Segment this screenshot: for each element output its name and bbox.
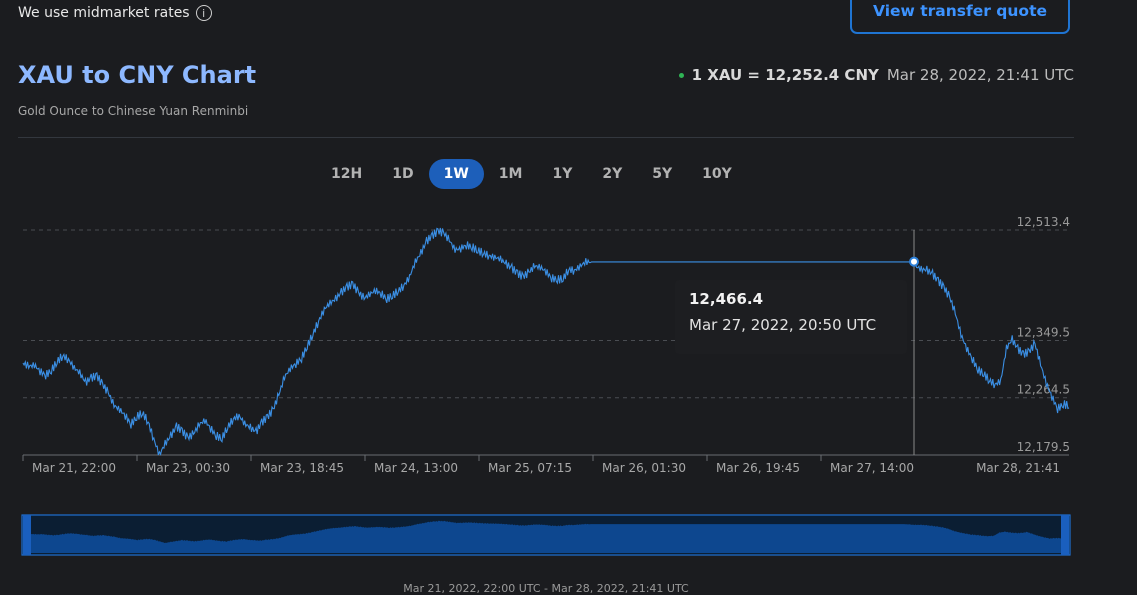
x-tick-label: Mar 25, 07:15: [488, 461, 572, 475]
y-tick-label: 12,264.5: [1017, 383, 1070, 397]
date-range-label: Mar 21, 2022, 22:00 UTC - Mar 28, 2022, …: [403, 582, 689, 595]
page-subtitle: Gold Ounce to Chinese Yuan Renminbi: [18, 104, 249, 118]
y-tick-label: 12,349.5: [1017, 325, 1070, 339]
chart-grid: [23, 229, 1069, 399]
y-tick-label: 12,513.4: [1017, 215, 1070, 229]
midmarket-text: We use midmarket rates: [18, 5, 190, 21]
current-rate: 1 XAU = 12,252.4 CNY Mar 28, 2022, 21:41…: [678, 66, 1074, 84]
x-tick-label: Mar 23, 18:45: [260, 461, 344, 475]
midmarket-rates-note: We use midmarket rates i: [18, 5, 212, 21]
range-navigator[interactable]: [21, 514, 1071, 556]
tab-10y[interactable]: 10Y: [702, 166, 732, 182]
navigator-right-handle[interactable]: [1061, 515, 1069, 555]
price-line-series: [22, 227, 1070, 456]
info-circle-icon[interactable]: i: [195, 5, 212, 21]
price-chart[interactable]: 12,513.4 12,349.5 12,264.5 12,179.5 Mar 21,…: [0, 200, 1137, 591]
tooltip-time: Mar 27, 2022, 20:50 UTC: [689, 316, 877, 334]
y-axis-labels: 12,513.4 12,349.5 12,264.5 12,179.5: [1017, 215, 1070, 454]
tab-5y[interactable]: 5Y: [652, 166, 673, 182]
tab-12h[interactable]: 12H: [331, 166, 363, 182]
x-tick-label: Mar 27, 14:00: [830, 461, 914, 475]
header-divider: [18, 137, 1074, 138]
tab-1y[interactable]: 1Y: [552, 166, 573, 182]
view-transfer-quote-button[interactable]: View transfer quote: [850, 0, 1070, 34]
y-tick-label: 12,179.5: [1017, 440, 1070, 454]
live-indicator-dot: [678, 72, 684, 78]
x-tick-label: Mar 26, 01:30: [602, 461, 686, 475]
x-tick-label: Mar 24, 13:00: [374, 461, 458, 475]
x-tick-label: Mar 23, 00:30: [146, 461, 230, 475]
x-tick-label: Mar 21, 22:00: [32, 461, 116, 475]
x-axis: Mar 21, 22:00 Mar 23, 00:30 Mar 23, 18:45 M…: [22, 454, 1069, 475]
navigator-area: [31, 520, 1061, 553]
hover-point: [909, 256, 919, 267]
navigator-left-handle[interactable]: [23, 515, 31, 555]
time-range-tabs: 12H 1D 1W 1M 1Y 2Y 5Y 10Y: [316, 159, 747, 189]
tab-1w[interactable]: 1W: [428, 159, 484, 189]
rate-value: 1 XAU = 12,252.4 CNY: [691, 66, 879, 84]
chart-tooltip: 12,466.4 Mar 27, 2022, 20:50 UTC: [675, 280, 907, 354]
tab-1m[interactable]: 1M: [498, 166, 523, 182]
tab-2y[interactable]: 2Y: [602, 166, 623, 182]
x-tick-label: Mar 26, 19:45: [716, 461, 800, 475]
tooltip-value: 12,466.4: [689, 290, 764, 308]
page-title: XAU to CNY Chart: [18, 61, 257, 89]
tab-1d[interactable]: 1D: [392, 166, 414, 182]
x-tick-label: Mar 28, 21:41: [976, 461, 1060, 475]
rate-timestamp: Mar 28, 2022, 21:41 UTC: [886, 66, 1074, 84]
